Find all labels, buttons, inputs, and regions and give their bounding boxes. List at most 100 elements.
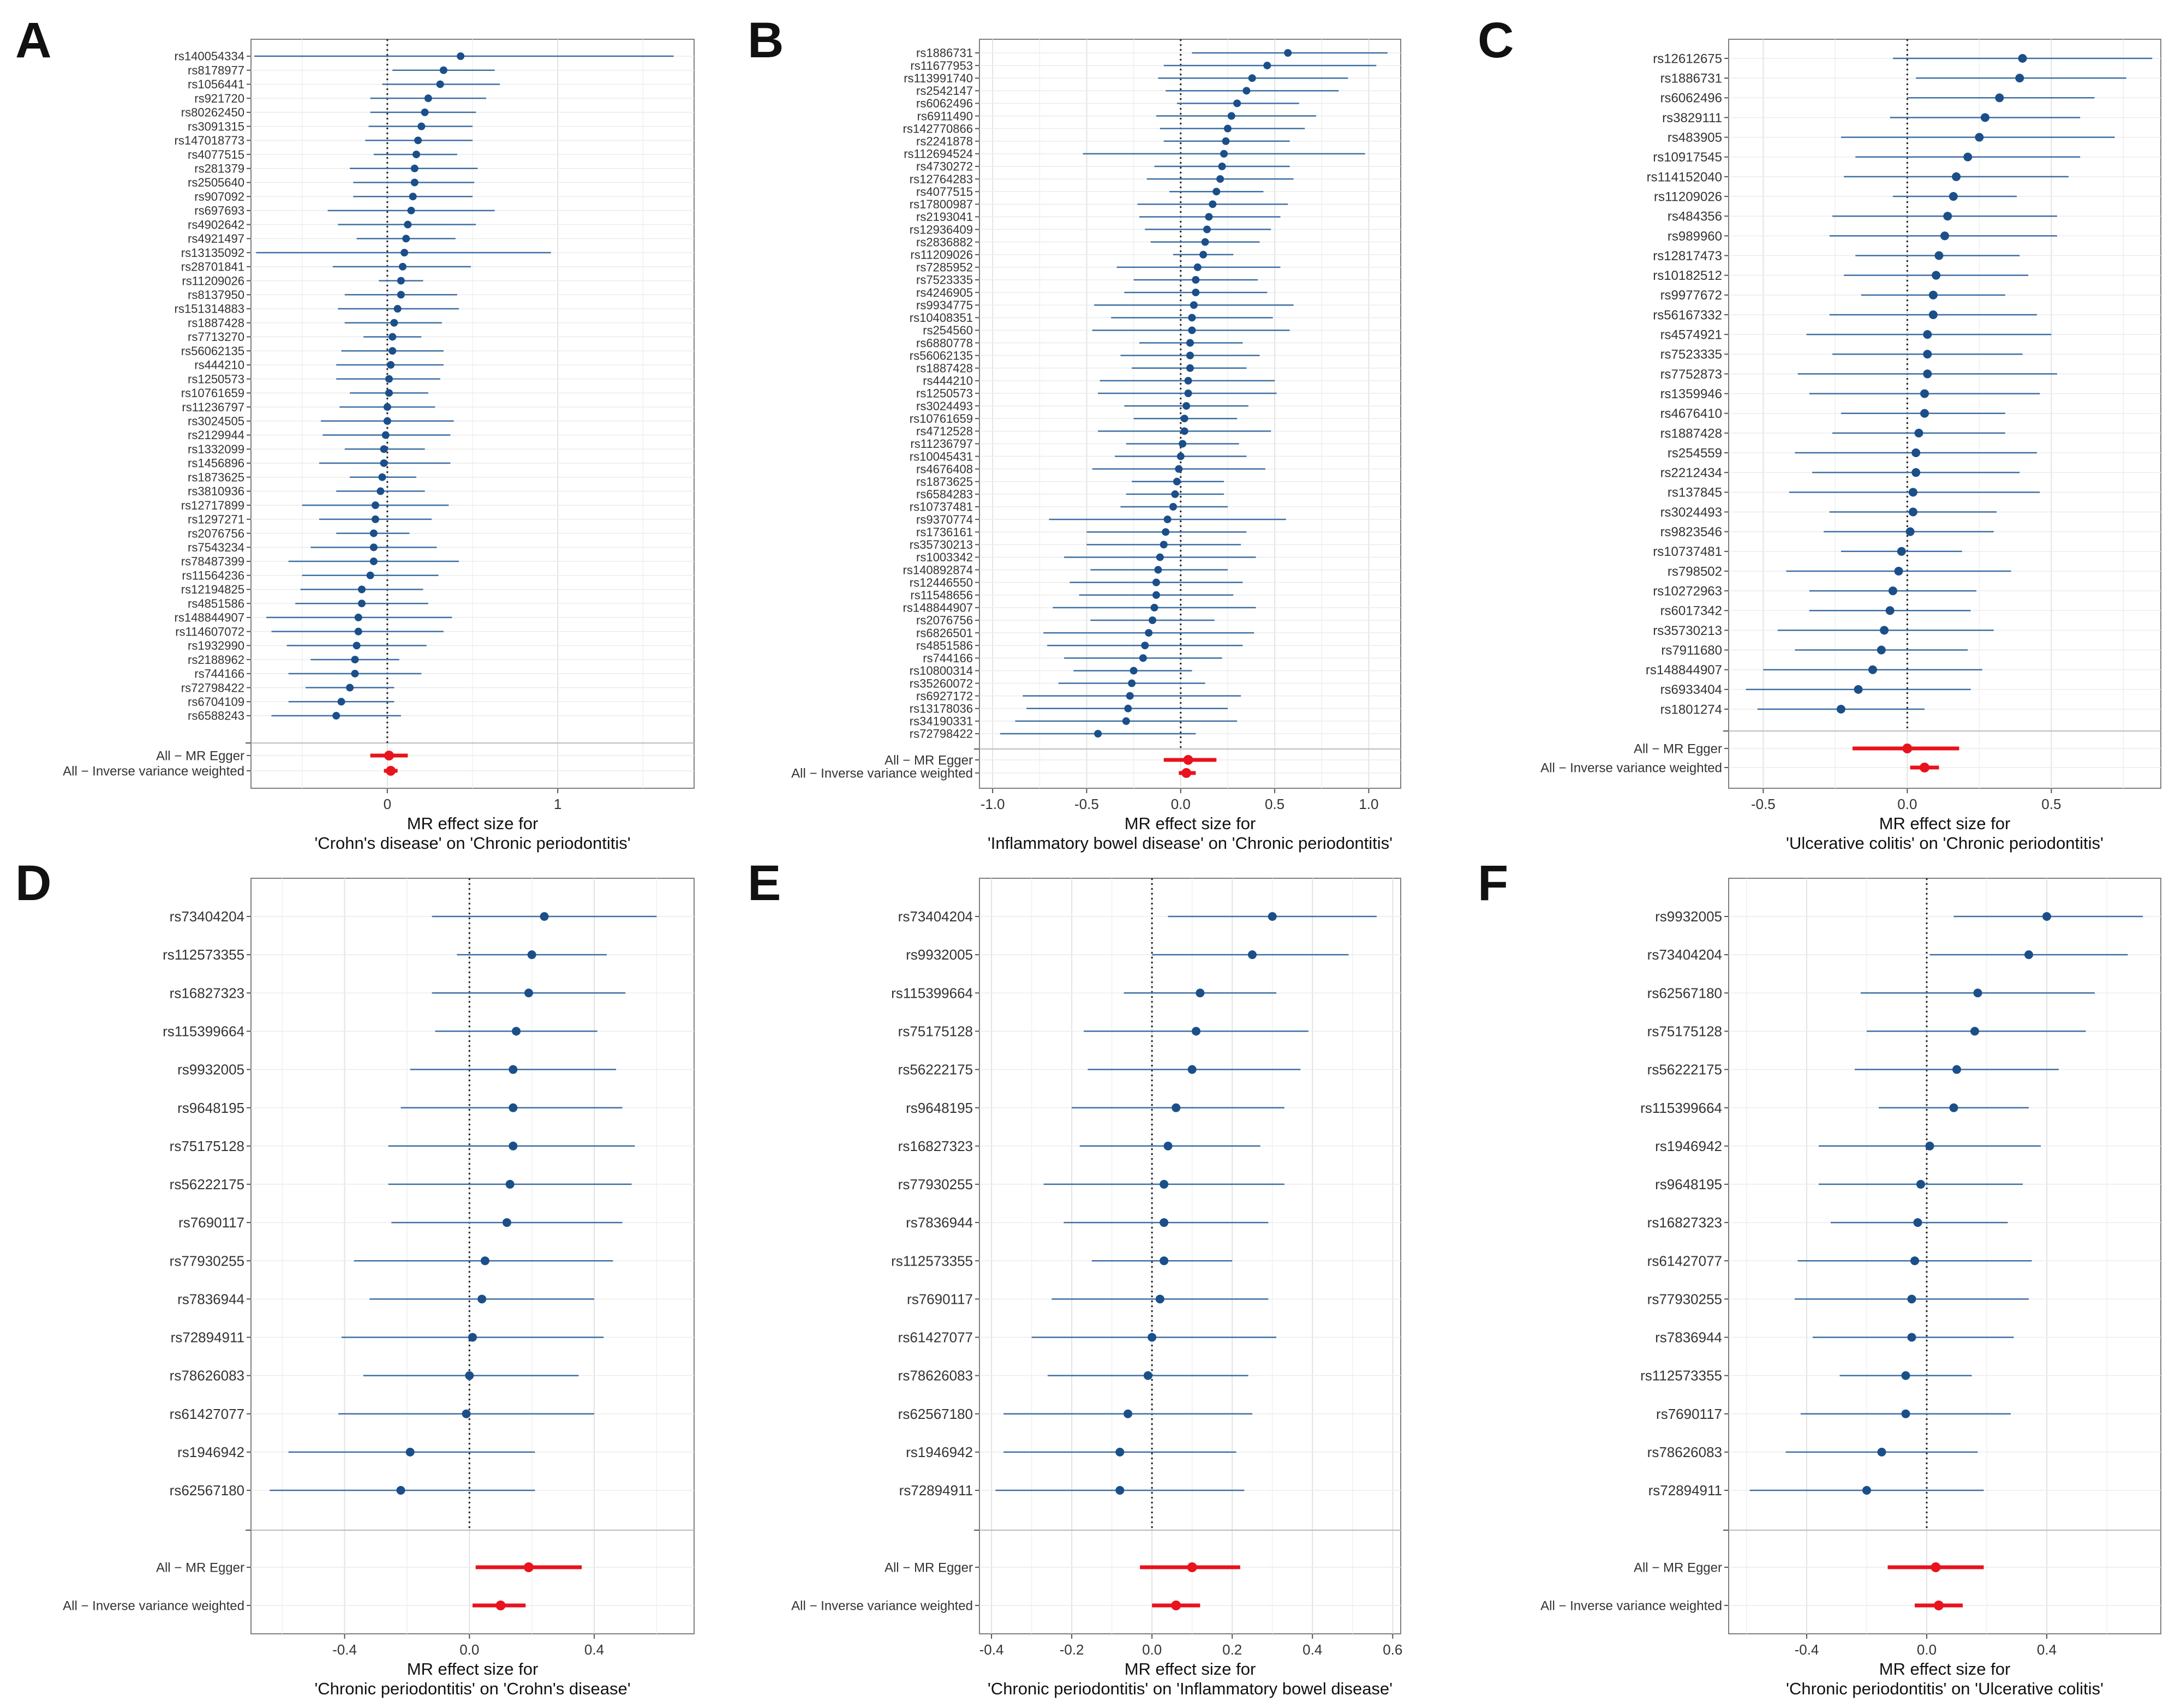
snp-label: rs72798422 bbox=[181, 681, 244, 694]
summary-point bbox=[1902, 744, 1913, 753]
snp-label: rs7752873 bbox=[1660, 367, 1722, 382]
snp-label: rs3829111 bbox=[1662, 111, 1722, 125]
snp-label: rs28701841 bbox=[181, 260, 244, 274]
effect-point bbox=[417, 122, 426, 130]
snp-label: rs10408351 bbox=[910, 311, 973, 325]
snp-label: rs3024505 bbox=[188, 415, 244, 428]
effect-point bbox=[369, 529, 378, 537]
snp-label: rs1297271 bbox=[188, 513, 244, 526]
effect-point bbox=[398, 262, 407, 271]
snp-label: rs62567180 bbox=[170, 1482, 244, 1499]
snp-label: rs13178036 bbox=[910, 702, 973, 715]
snp-label: rs12612675 bbox=[1653, 51, 1722, 66]
snp-label: rs2212434 bbox=[1660, 466, 1722, 481]
effect-point bbox=[1186, 364, 1194, 372]
panel-letter: D bbox=[15, 855, 51, 911]
x-tick-label: 0.2 bbox=[1222, 1641, 1242, 1658]
effect-point bbox=[1222, 137, 1230, 145]
effect-point bbox=[1156, 553, 1164, 561]
effect-point bbox=[366, 571, 374, 579]
panel-letter: F bbox=[1478, 855, 1508, 911]
snp-label: rs8137950 bbox=[188, 288, 244, 302]
snp-label: rs2193041 bbox=[916, 210, 973, 224]
effect-point bbox=[397, 291, 405, 299]
effect-point bbox=[1943, 212, 1952, 221]
effect-point bbox=[1995, 93, 2004, 103]
effect-point bbox=[1205, 213, 1213, 221]
summary-label: All − MR Egger bbox=[156, 748, 244, 763]
x-tick-label: -0.4 bbox=[1795, 1641, 1819, 1658]
effect-point bbox=[1184, 389, 1192, 397]
snp-label: rs148844907 bbox=[1646, 663, 1722, 678]
snp-label: rs78626083 bbox=[1647, 1444, 1722, 1460]
snp-label: rs56167332 bbox=[1653, 308, 1722, 322]
effect-point bbox=[1836, 705, 1845, 714]
snp-label: rs10737481 bbox=[910, 500, 973, 514]
effect-point bbox=[1910, 1256, 1919, 1266]
snp-label: rs148844907 bbox=[903, 601, 973, 615]
snp-label: rs11236797 bbox=[910, 437, 973, 451]
summary-point bbox=[384, 751, 394, 760]
effect-point bbox=[410, 164, 419, 172]
snp-label: rs4921497 bbox=[188, 232, 244, 245]
effect-point bbox=[1139, 654, 1147, 662]
effect-point bbox=[1163, 516, 1172, 524]
effect-point bbox=[1901, 1409, 1910, 1418]
snp-label: rs11677953 bbox=[910, 59, 973, 73]
effect-point bbox=[1152, 578, 1160, 586]
summary-label: All − Inverse variance weighted bbox=[1540, 1598, 1722, 1613]
snp-label: rs72894911 bbox=[899, 1482, 973, 1499]
effect-point bbox=[2042, 912, 2051, 921]
snp-label: rs56062135 bbox=[910, 349, 973, 362]
panel-letter: A bbox=[15, 13, 51, 68]
snp-label: rs140892874 bbox=[903, 563, 973, 577]
x-tick-label: 0.0 bbox=[1897, 796, 1917, 812]
snp-label: rs7690117 bbox=[907, 1291, 973, 1307]
effect-point bbox=[1186, 339, 1194, 347]
snp-label: rs1932990 bbox=[188, 639, 244, 652]
effect-point bbox=[387, 361, 395, 369]
snp-label: rs34190331 bbox=[910, 715, 973, 728]
snp-label: rs4077515 bbox=[916, 185, 973, 199]
effect-point bbox=[2015, 74, 2024, 83]
x-axis-title: 'Inflammatory bowel disease' on 'Chronic… bbox=[988, 834, 1393, 853]
effect-point bbox=[505, 1179, 515, 1189]
summary-label: All − MR Egger bbox=[885, 1560, 973, 1575]
snp-label: rs9648195 bbox=[906, 1100, 973, 1116]
x-tick-label: 0 bbox=[384, 796, 391, 812]
effect-point bbox=[1155, 1295, 1164, 1304]
effect-point bbox=[354, 613, 362, 621]
effect-point bbox=[1130, 667, 1138, 675]
snp-label: rs115399664 bbox=[891, 985, 973, 1001]
effect-point bbox=[1980, 113, 1989, 122]
effect-point bbox=[1176, 452, 1185, 460]
effect-point bbox=[1885, 606, 1895, 615]
snp-label: rs7836944 bbox=[1655, 1329, 1722, 1346]
effect-point bbox=[512, 1027, 521, 1036]
snp-label: rs115399664 bbox=[163, 1023, 244, 1040]
effect-point bbox=[1094, 730, 1102, 738]
snp-label: rs112694524 bbox=[904, 147, 973, 161]
snp-label: rs1946942 bbox=[1655, 1138, 1722, 1154]
effect-point bbox=[407, 206, 415, 214]
effect-point bbox=[1913, 1218, 1922, 1227]
effect-point bbox=[1901, 1371, 1910, 1380]
snp-label: rs444210 bbox=[194, 358, 244, 372]
effect-point bbox=[1880, 626, 1889, 635]
snp-label: rs61427077 bbox=[1647, 1252, 1722, 1269]
snp-label: rs73404204 bbox=[898, 908, 973, 925]
snp-label: rs147018773 bbox=[175, 134, 244, 147]
effect-point bbox=[346, 684, 354, 692]
snp-label: rs11548656 bbox=[910, 588, 973, 602]
snp-label: rs2129944 bbox=[188, 428, 244, 442]
x-tick-label: -0.4 bbox=[332, 1641, 357, 1658]
x-tick-label: -0.2 bbox=[1060, 1641, 1084, 1658]
effect-point bbox=[439, 66, 447, 74]
effect-point bbox=[385, 375, 393, 383]
snp-label: rs56062135 bbox=[181, 344, 244, 358]
summary-point bbox=[1934, 1601, 1944, 1610]
effect-point bbox=[1193, 263, 1202, 271]
snp-label: rs12764283 bbox=[910, 172, 973, 186]
x-tick-label: 0.0 bbox=[1142, 1641, 1162, 1658]
